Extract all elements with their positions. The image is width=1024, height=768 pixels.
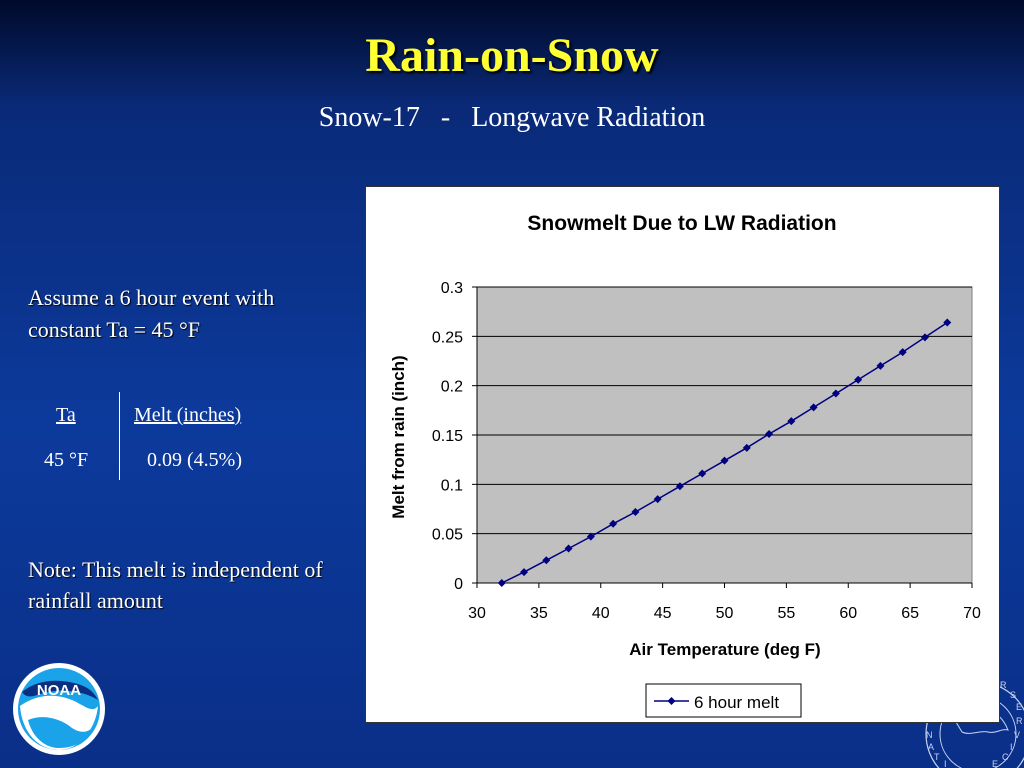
- data-point: [653, 495, 662, 504]
- x-tick-label: 65: [901, 605, 919, 622]
- data-point: [542, 556, 551, 565]
- slide-subtitle: Snow-17 - Longwave Radiation: [318, 102, 706, 133]
- y-tick-label: 0.05: [432, 527, 463, 544]
- svg-text:E: E: [992, 759, 998, 768]
- x-tick-label: 30: [468, 605, 486, 622]
- data-point: [787, 417, 796, 426]
- x-axis-ticks: 30 35 40 45 50 55 60 65 70: [468, 582, 981, 622]
- data-point: [898, 348, 907, 357]
- svg-text:I: I: [1010, 742, 1013, 752]
- y-tick-label: 0.2: [441, 379, 463, 396]
- x-tick-label: 60: [839, 605, 857, 622]
- data-point: [497, 579, 506, 587]
- chart-frame: Snowmelt Due to LW Radiation 0 0.05 0.1 0.1…: [365, 186, 1000, 723]
- data-point: [831, 389, 840, 398]
- svg-text:T: T: [934, 752, 940, 762]
- data-point: [720, 456, 729, 465]
- data-point: [564, 544, 573, 553]
- line-chart: Snowmelt Due to LW Radiation 0 0.05 0.1 0.1…: [389, 212, 981, 718]
- table-header-melt: Melt (inches): [134, 404, 242, 426]
- svg-text:E: E: [1016, 702, 1022, 712]
- x-tick-label: 35: [530, 605, 548, 622]
- svg-text:R: R: [1016, 716, 1023, 726]
- svg-text:R: R: [1000, 680, 1007, 690]
- table-divider: [119, 392, 120, 480]
- svg-text:I: I: [944, 759, 947, 768]
- x-tick-label: 40: [592, 605, 610, 622]
- data-point: [809, 403, 818, 412]
- table-cell-ta: 45 °F: [44, 449, 89, 471]
- series-group: [497, 318, 952, 587]
- assumption-text: Assume a 6 hour event with constant Ta =…: [28, 285, 275, 342]
- y-tick-label: 0: [454, 576, 463, 593]
- table-cell-melt: 0.09 (4.5%): [147, 449, 242, 471]
- data-point: [854, 375, 863, 384]
- x-tick-label: 70: [963, 605, 981, 622]
- noaa-logo: NOAA: [13, 663, 105, 755]
- slide-title: Rain-on-Snow: [365, 29, 659, 82]
- y-axis-ticks: 0 0.05 0.1 0.15 0.2 0.25 0.3: [432, 280, 478, 593]
- x-tick-label: 50: [716, 605, 734, 622]
- chart-title: Snowmelt Due to LW Radiation: [527, 212, 836, 235]
- x-tick-label: 55: [777, 605, 795, 622]
- data-point: [876, 361, 885, 370]
- noaa-logo-text: NOAA: [37, 682, 81, 699]
- data-point: [586, 532, 595, 541]
- data-point: [698, 469, 707, 478]
- svg-text:A: A: [928, 742, 934, 752]
- legend-marker: [667, 697, 676, 705]
- data-point: [742, 443, 751, 452]
- y-axis-label: Melt from rain (inch): [389, 355, 408, 518]
- data-point: [920, 333, 929, 342]
- data-point: [631, 507, 640, 516]
- data-point: [943, 318, 952, 327]
- y-tick-label: 0.1: [441, 477, 463, 494]
- svg-text:V: V: [1014, 730, 1020, 740]
- y-tick-label: 0.15: [432, 428, 463, 445]
- x-tick-label: 45: [654, 605, 672, 622]
- data-point: [765, 430, 774, 439]
- data-point: [675, 482, 684, 491]
- svg-text:N: N: [926, 730, 933, 740]
- y-tick-label: 0.3: [441, 280, 463, 297]
- data-point: [520, 568, 529, 577]
- note-text: Note: This melt is independent of rainfa…: [28, 557, 323, 613]
- table-header-ta: Ta: [56, 404, 76, 426]
- svg-text:C: C: [1002, 752, 1009, 762]
- y-tick-label: 0.25: [432, 329, 463, 346]
- x-axis-label: Air Temperature (deg F): [629, 640, 820, 659]
- chart-legend: 6 hour melt: [645, 683, 802, 718]
- melt-table: Ta Melt (inches) 45 °F 0.09 (4.5%): [30, 392, 280, 480]
- legend-label: 6 hour melt: [694, 693, 779, 712]
- data-point: [609, 519, 618, 528]
- svg-text:S: S: [1010, 690, 1016, 700]
